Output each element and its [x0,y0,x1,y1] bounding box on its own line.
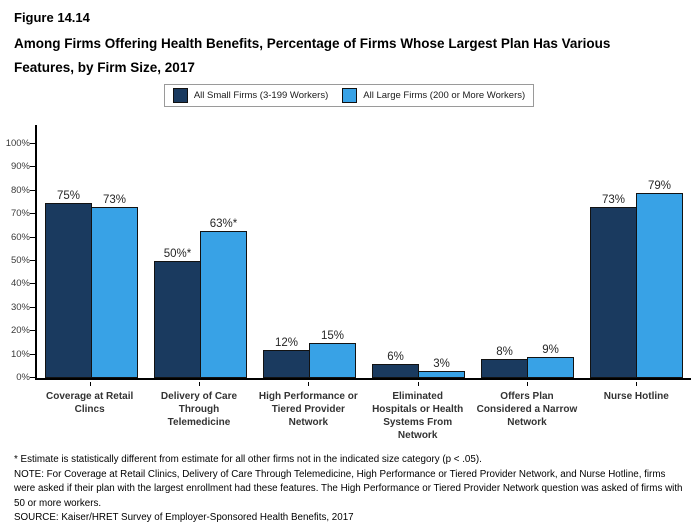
bar-value-label: 50%* [163,248,192,260]
y-tick-mark [30,377,35,378]
bar-group: 50%* 63%* [146,218,255,378]
bar-value-label: 63%* [209,217,238,230]
bar-value-label: 73% [102,194,127,207]
footnote-note: NOTE: For Coverage at Retail Clinics, De… [14,468,683,509]
bar-group: 73% 79% [582,180,691,378]
legend-swatch [172,88,188,103]
y-tick-mark [30,260,35,261]
bar-large-firms: 3% [418,358,465,378]
footnote-source: SOURCE: Kaiser/HRET Survey of Employer-S… [14,512,354,523]
legend-item: All Large Firms (200 or More Workers) [342,88,525,103]
bar-group: 75% 73% [37,190,146,378]
y-tick-mark [30,143,35,144]
x-category-label: Coverage at Retail Clincs [35,382,144,442]
bar-small-firms: 8% [481,346,528,378]
bar-small-firms: 50%* [154,248,201,378]
x-category-label: Offers Plan Considered a Narrow Network [472,382,581,442]
x-category-label: High Performance or Tiered Provider Netw… [254,382,363,442]
y-tick-label: 70% [10,208,30,220]
y-tick-label: 30% [10,301,30,313]
y-tick-label: 60% [10,231,30,243]
bar-value-label: 73% [601,194,626,207]
y-tick-mark [30,306,35,308]
legend-item: All Small Firms (3-199 Workers) [172,88,329,103]
bar-large-firms: 15% [309,330,356,378]
x-axis-labels: Coverage at Retail Clincs Delivery of Car… [35,382,691,442]
bar-value-label: 9% [542,343,559,356]
y-tick-label: 50% [10,255,30,266]
bar-large-firms: 63%* [200,218,247,378]
y-tick-mark [30,353,35,355]
y-tick-label: 20% [10,325,30,337]
figure-number: Figure 14.14 [14,10,90,25]
bar-small-firms: 6% [372,351,419,378]
y-tick-label: 10% [10,348,30,360]
bar-chart: 0% 10% 20% 30% 40% 50% 60% 70% 80% 90% 100% 75% 73%… [6,125,691,383]
bar-small-firms: 75% [45,190,92,378]
bar-small-firms: 12% [263,337,310,378]
y-tick-mark [30,213,35,215]
y-tick-mark [30,236,35,238]
y-tick-label: 40% [10,278,30,290]
legend-row: All Small Firms (3-199 Workers) All Large… [0,84,698,107]
y-tick-label: 80% [10,184,30,196]
figure-title-line-1: Among Firms Offering Health Benefits, Pe… [14,36,611,51]
y-tick-mark [30,330,35,332]
legend: All Small Firms (3-199 Workers) All Large… [163,84,535,107]
y-tick-mark [30,283,35,285]
bar-small-firms: 73% [590,194,637,378]
x-category-label: Delivery of Care Through Telemedicine [144,382,253,442]
legend-label: All Large Firms (200 or More Workers) [363,90,526,101]
bar-groups: 75% 73% 50%* 63%* 12% 15% 6% 3% 8% 9% 73% 79% [37,125,691,378]
bar-value-label: 15% [320,329,345,342]
y-tick-label: 100% [5,138,30,149]
figure-title-line-2: Features, by Firm Size, 2017 [14,60,195,75]
y-tick-mark [30,189,35,191]
legend-label: All Small Firms (3-199 Workers) [193,90,329,101]
y-tick-label: 0% [16,372,30,383]
bar-group: 12% 15% [255,330,364,378]
legend-swatch [342,88,358,103]
x-category-label: Nurse Hotline [582,382,691,442]
bar-large-firms: 9% [527,344,574,378]
footnote-significance: * Estimate is statistically different fr… [14,454,482,465]
bar-large-firms: 79% [636,180,683,378]
bar-value-label: 8% [496,346,513,359]
bar-value-label: 75% [56,189,81,202]
footnotes: * Estimate is statistically different fr… [14,453,686,525]
y-tick-label: 90% [10,161,30,173]
bar-large-firms: 73% [91,194,138,378]
bar-value-label: 12% [274,336,299,349]
bar-value-label: 79% [647,180,672,193]
bar-group: 8% 9% [473,344,582,378]
y-tick-mark [30,166,35,168]
bar-value-label: 3% [433,357,450,370]
bar-value-label: 6% [387,350,404,363]
bar-group: 6% 3% [364,351,473,378]
x-category-label: Eliminated Hospitals or Health Systems F… [363,382,472,442]
